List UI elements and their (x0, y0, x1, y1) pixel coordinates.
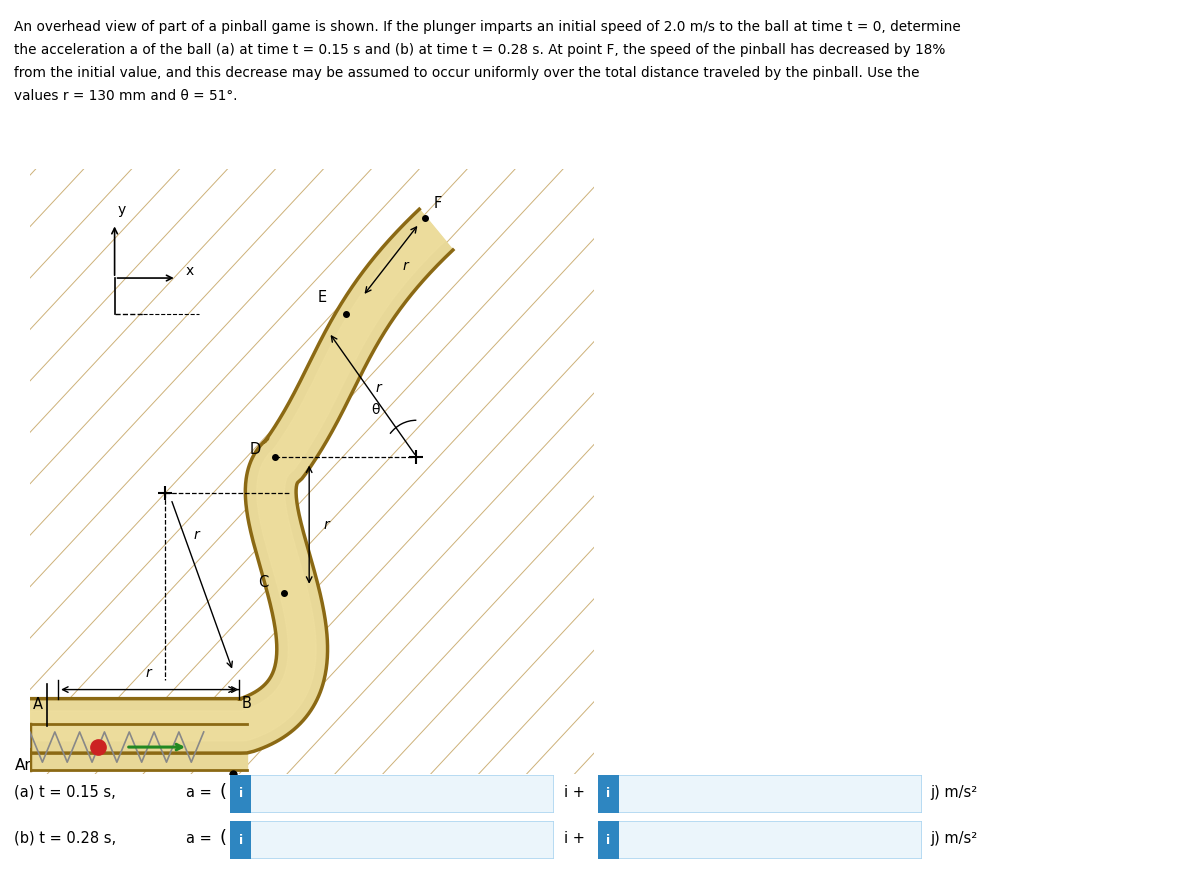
Text: i +: i + (564, 785, 584, 799)
Bar (598, 775, 619, 813)
Text: r: r (323, 518, 329, 531)
Text: (b) t = 0.28 s,: (b) t = 0.28 s, (14, 831, 116, 845)
Text: i: i (239, 834, 242, 846)
Text: x: x (185, 264, 193, 278)
Bar (598, 821, 619, 859)
Bar (230, 821, 252, 859)
Text: (: ( (220, 829, 227, 847)
Text: a =: a = (186, 831, 211, 845)
Text: r: r (376, 382, 382, 395)
Text: r: r (145, 667, 151, 681)
Text: r: r (193, 529, 199, 542)
Text: i: i (239, 788, 242, 800)
Text: D: D (250, 441, 262, 457)
Text: y: y (118, 204, 126, 217)
Polygon shape (30, 209, 452, 753)
Text: a =: a = (186, 785, 211, 799)
Polygon shape (30, 218, 445, 740)
Text: from the initial value, and this decrease may be assumed to occur uniformly over: from the initial value, and this decreas… (14, 66, 920, 80)
Text: E: E (318, 290, 326, 305)
Text: F: F (433, 197, 442, 212)
Text: the acceleration a of the ball (a) at time t = 0.15 s and (b) at time t = 0.28 s: the acceleration a of the ball (a) at ti… (14, 43, 946, 57)
Text: i: i (606, 834, 610, 846)
Text: (: ( (220, 783, 227, 801)
Text: r: r (402, 259, 408, 273)
Text: Answers:: Answers: (14, 758, 84, 773)
Bar (230, 775, 252, 813)
Text: values r = 130 mm and θ = 51°.: values r = 130 mm and θ = 51°. (14, 89, 238, 103)
Text: C: C (258, 575, 269, 590)
Text: An overhead view of part of a pinball game is shown. If the plunger imparts an i: An overhead view of part of a pinball ga… (14, 20, 961, 34)
Text: B: B (241, 696, 251, 711)
Text: A: A (32, 697, 43, 712)
Text: i: i (606, 788, 610, 800)
Text: j) m/s²: j) m/s² (930, 785, 977, 799)
Text: θ: θ (371, 403, 379, 417)
Text: i +: i + (564, 831, 584, 845)
Text: (a) t = 0.15 s,: (a) t = 0.15 s, (14, 785, 116, 799)
Text: j) m/s²: j) m/s² (930, 831, 977, 845)
